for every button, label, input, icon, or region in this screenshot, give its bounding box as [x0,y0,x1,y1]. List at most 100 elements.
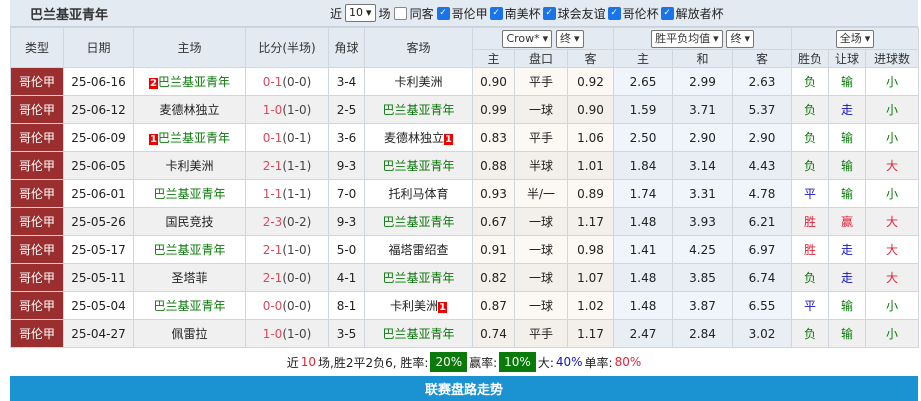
score[interactable]: 1-1(1-1) [245,179,329,208]
handicap-result: 赢 [828,207,867,236]
competition-type[interactable]: 哥伦甲 [10,67,64,96]
euro-draw-odds: 4.25 [672,235,734,264]
competition-type[interactable]: 哥伦甲 [10,179,64,208]
score[interactable]: 0-1(0-0) [245,67,329,96]
competition-type[interactable]: 哥伦甲 [10,319,64,348]
win-loss-result: 负 [791,95,830,124]
euro-draw-odds: 2.99 [672,67,734,96]
goals-result: 大 [865,207,920,236]
competition-type[interactable]: 哥伦甲 [10,235,64,264]
match-date: 25-06-12 [63,95,134,124]
away-team: 巴兰基亚青年 [364,95,473,124]
corners: 2-5 [328,95,365,124]
handicap-line: 一球 [514,263,568,292]
euro-away-odds: 2.63 [732,67,793,96]
match-date: 25-06-09 [63,123,134,152]
half-score: (0-2) [282,214,312,229]
asian-away-odds: 0.89 [566,179,615,208]
competition-type[interactable]: 哥伦甲 [10,95,64,124]
euro-draw-odds: 3.93 [672,207,734,236]
team-name[interactable]: 卡利美洲 [390,299,439,313]
match-count-select[interactable]: 10 ▾ [345,4,376,22]
score[interactable]: 2-1(1-1) [245,151,329,180]
euro-stage-value: 终 [730,31,742,45]
euro-odds-header: 胜平负均值 ▾ 终 ▾ [613,27,793,50]
competition-checkbox[interactable]: ✓ [489,6,503,20]
team-name[interactable]: 圣塔菲 [171,271,208,285]
team-name[interactable]: 卡利美洲 [165,159,214,173]
corners: 7-0 [328,179,365,208]
score[interactable]: 2-1(0-0) [245,263,329,292]
team-name[interactable]: 巴兰基亚青年 [382,271,455,285]
team-name[interactable]: 托利马体育 [388,187,449,201]
asian-away-odds: 0.92 [566,67,615,96]
team-name[interactable]: 福塔雷绍查 [388,243,449,257]
goals-result: 小 [865,179,920,208]
summary-count: 10 [300,355,317,369]
match-date: 25-05-26 [63,207,134,236]
competition-type[interactable]: 哥伦甲 [10,291,64,320]
competition-checkbox[interactable]: ✓ [660,6,674,20]
competition-checkbox[interactable]: ✓ [436,6,450,20]
team-name[interactable]: 巴兰基亚青年 [382,215,455,229]
handicap-win-rate-badge: 10% [499,352,536,372]
win-loss-result: 负 [791,319,830,348]
team-name[interactable]: 巴兰基亚青年 [157,131,230,145]
team-name[interactable]: 巴兰基亚青年 [382,103,455,117]
euro-home-odds: 2.65 [613,67,674,96]
team-name[interactable]: 国民竞技 [165,215,214,229]
asian-away-odds: 1.06 [566,123,615,152]
competition-checkbox[interactable]: ✓ [607,6,621,20]
euro-select[interactable]: 胜平负均值 ▾ [651,29,723,48]
match-date: 25-06-05 [63,151,134,180]
half-score: (1-0) [282,326,312,341]
col-euro-away: 客 [732,49,793,68]
asian-home-odds: 0.90 [472,67,515,96]
score[interactable]: 1-0(1-0) [245,319,329,348]
team-name[interactable]: 巴兰基亚青年 [382,327,455,341]
corners: 3-6 [328,123,365,152]
team-name[interactable]: 麦德林独立 [384,131,445,145]
score[interactable]: 2-3(0-2) [245,207,329,236]
score[interactable]: 0-1(0-1) [245,123,329,152]
team-name[interactable]: 巴兰基亚青年 [153,187,226,201]
competition-type[interactable]: 哥伦甲 [10,151,64,180]
win-loss-result: 胜 [791,235,830,264]
goals-result: 大 [865,263,920,292]
company-select[interactable]: Crow* ▾ [502,29,553,48]
half-score: (0-0) [282,74,312,89]
team-name[interactable]: 佩雷拉 [171,327,208,341]
score[interactable]: 2-1(1-0) [245,235,329,264]
asian-home-odds: 0.74 [472,319,515,348]
handicap-result: 输 [828,123,867,152]
team-name[interactable]: 巴兰基亚青年 [157,75,230,89]
home-team: 巴兰基亚青年 [133,235,246,264]
team-name[interactable]: 卡利美洲 [394,75,443,89]
euro-select-value: 胜平负均值 [655,31,711,45]
competition-type[interactable]: 哥伦甲 [10,263,64,292]
league-trend-button[interactable]: 联赛盘路走势 [10,376,918,401]
handicap-result: 输 [828,291,867,320]
red-card-badge: 2 [149,78,158,89]
goals-result: 大 [865,235,920,264]
euro-home-odds: 1.59 [613,95,674,124]
same-venue-checkbox[interactable] [393,6,407,20]
asian-stage-select[interactable]: 终 ▾ [556,29,584,48]
match-date: 25-05-11 [63,263,134,292]
team-name[interactable]: 巴兰基亚青年 [382,159,455,173]
competition-type[interactable]: 哥伦甲 [10,123,64,152]
team-name[interactable]: 麦德林独立 [159,103,220,117]
team-name[interactable]: 巴兰基亚青年 [153,299,226,313]
asian-away-odds: 1.17 [566,207,615,236]
table-row: 哥伦甲 25-04-27 佩雷拉 1-0(1-0) 3-5 巴兰基亚青年 0.7… [10,319,920,348]
competition-type[interactable]: 哥伦甲 [10,207,64,236]
competition-checkbox[interactable]: ✓ [542,6,556,20]
period-select[interactable]: 全场 ▾ [835,29,875,48]
score[interactable]: 1-0(1-0) [245,95,329,124]
away-team: 巴兰基亚青年 [364,319,473,348]
same-venue-label: 同客 [409,6,434,21]
team-name[interactable]: 巴兰基亚青年 [153,243,226,257]
euro-stage-select[interactable]: 终 ▾ [726,29,754,48]
score[interactable]: 0-0(0-0) [245,291,329,320]
summary-text: 赢率: [469,355,498,370]
